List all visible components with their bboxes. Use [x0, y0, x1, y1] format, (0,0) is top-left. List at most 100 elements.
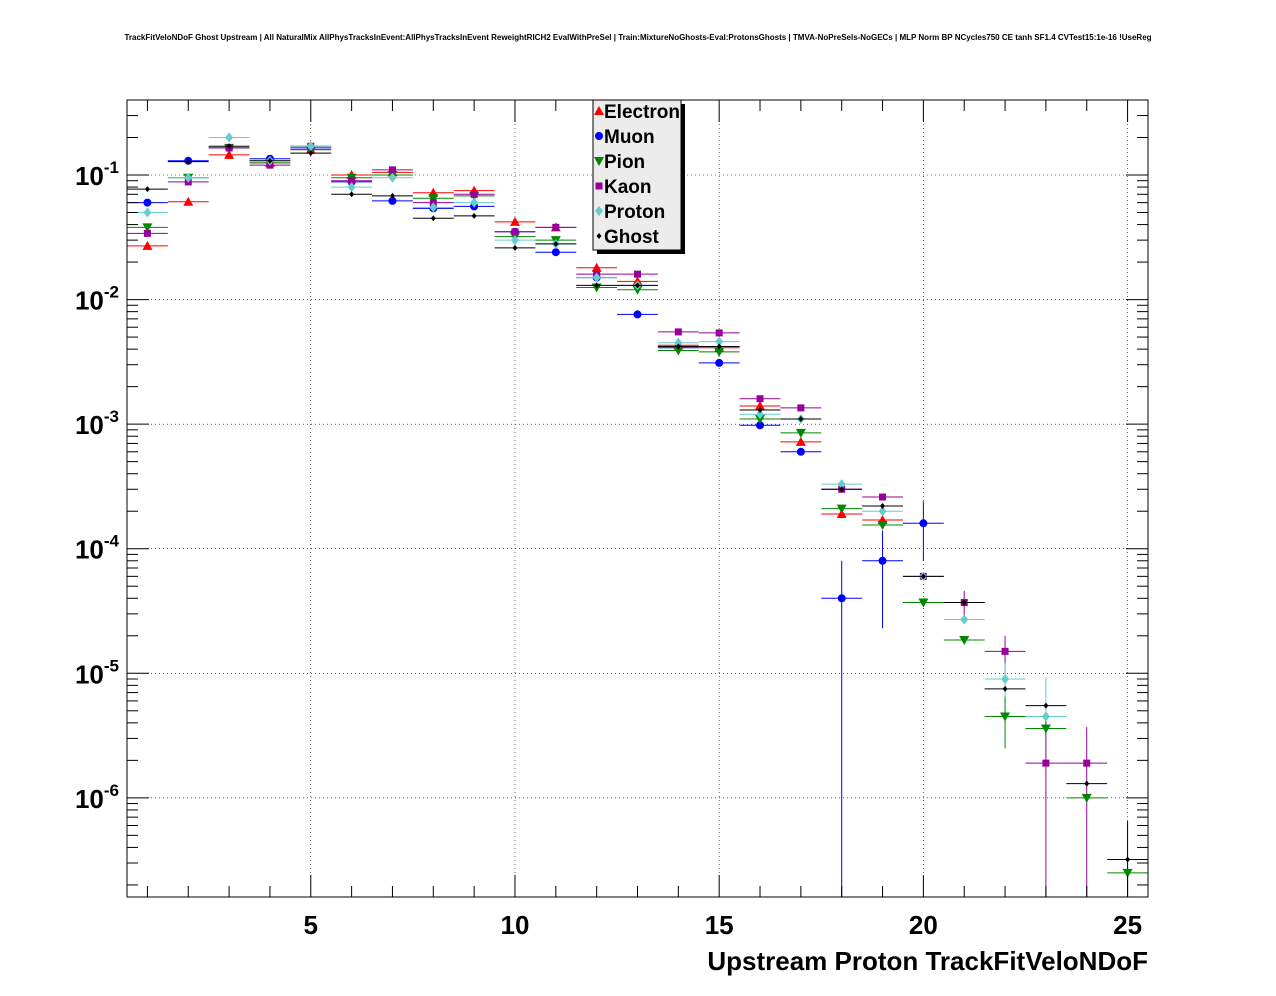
legend-label: Proton [604, 202, 665, 223]
chart-title: TrackFitVeloNDoF Ghost Upstream | All Na… [124, 33, 1152, 42]
data-point [470, 190, 478, 198]
data-point [1001, 673, 1010, 684]
data-point [1081, 793, 1092, 803]
data-point [1040, 724, 1051, 734]
data-point [755, 414, 766, 424]
legend-marker [595, 132, 603, 140]
series-ghost [127, 143, 1148, 863]
data-point [674, 337, 683, 348]
legend-label: Muon [604, 127, 655, 148]
data-point [226, 143, 232, 150]
legend-box [592, 99, 682, 251]
x-tick-label: 5 [304, 910, 318, 940]
legend: Electron Muon Pion Kaon Proton Ghost [592, 99, 685, 254]
data-point [1125, 856, 1131, 863]
data-point [429, 202, 438, 213]
data-point [591, 262, 602, 272]
data-point [1041, 711, 1050, 722]
data-point [552, 223, 560, 231]
data-point [144, 186, 150, 193]
data-point [1002, 685, 1008, 692]
data-point [798, 415, 804, 422]
data-point [633, 310, 642, 319]
legend-marker [596, 233, 602, 239]
data-point [757, 406, 763, 413]
x-tick-label: 15 [705, 910, 734, 940]
data-point [306, 141, 315, 152]
data-point [1083, 759, 1091, 767]
data-point [183, 196, 194, 206]
legend-marker [594, 106, 604, 115]
data-point [918, 598, 929, 608]
data-point [349, 191, 355, 198]
axis-ticks [127, 99, 1148, 897]
data-point [755, 400, 766, 410]
data-point [471, 212, 477, 219]
data-point [715, 329, 723, 337]
legend-label: Electron [604, 102, 680, 123]
data-point [594, 282, 600, 289]
data-point [553, 240, 559, 247]
y-tick-label: 10-2 [75, 283, 119, 316]
data-point [512, 244, 518, 251]
data-point [1043, 702, 1049, 709]
data-point [959, 636, 970, 646]
data-point [920, 573, 926, 580]
legend-label: Kaon [604, 177, 652, 198]
y-tick-label: 10-6 [75, 781, 119, 814]
data-point [674, 328, 682, 336]
series-electron [127, 144, 903, 525]
data-point [839, 486, 845, 493]
data-point [714, 347, 725, 357]
x-tick-label: 10 [501, 910, 530, 940]
data-point [1122, 868, 1133, 878]
data-point [634, 270, 641, 278]
data-point [635, 282, 640, 289]
data-point [879, 493, 887, 501]
x-axis-title: Upstream Proton TrackFitVeloNDoF [707, 946, 1148, 976]
data-point [428, 194, 439, 204]
data-point [1042, 759, 1050, 767]
x-tick-label: 20 [909, 910, 938, 940]
data-point [756, 409, 765, 420]
data-point [715, 336, 724, 347]
data-point [143, 207, 152, 218]
data-point [837, 594, 846, 603]
data-point [143, 229, 151, 237]
data-point [795, 436, 806, 446]
data-point [143, 198, 152, 207]
data-point [796, 447, 805, 456]
y-tick-label: 10-3 [75, 407, 119, 440]
data-point [878, 506, 887, 517]
legend-label: Ghost [604, 227, 660, 248]
data-point [960, 614, 969, 625]
data-point [388, 196, 397, 205]
data-point [389, 192, 395, 199]
y-tick-label: 10-5 [75, 656, 119, 689]
data-point [470, 197, 479, 208]
data-point [388, 172, 397, 183]
data-point [877, 521, 888, 531]
data-point [1000, 712, 1011, 722]
data-point [716, 343, 722, 350]
y-tick-label: 10-4 [75, 532, 120, 565]
series-muon [127, 143, 944, 603]
data-point [795, 428, 806, 438]
data-point [142, 240, 153, 250]
data-point [348, 177, 356, 185]
data-point [673, 346, 684, 356]
data-point [837, 479, 846, 490]
data-point [185, 158, 191, 165]
data-point [142, 223, 153, 233]
data-point [388, 166, 396, 174]
data-point [797, 404, 805, 412]
y-tick-label: 10-1 [75, 158, 119, 191]
data-point [347, 182, 356, 193]
x-tick-label: 25 [1113, 910, 1142, 940]
axis-labels: 5 10 15 20 25 10-1 10-2 10-3 10-4 10-5 10-6 Upstrea… [75, 158, 1148, 976]
legend-marker [594, 157, 604, 166]
data-point [961, 599, 967, 606]
data-point [511, 228, 519, 236]
legend-label: Pion [604, 152, 645, 173]
